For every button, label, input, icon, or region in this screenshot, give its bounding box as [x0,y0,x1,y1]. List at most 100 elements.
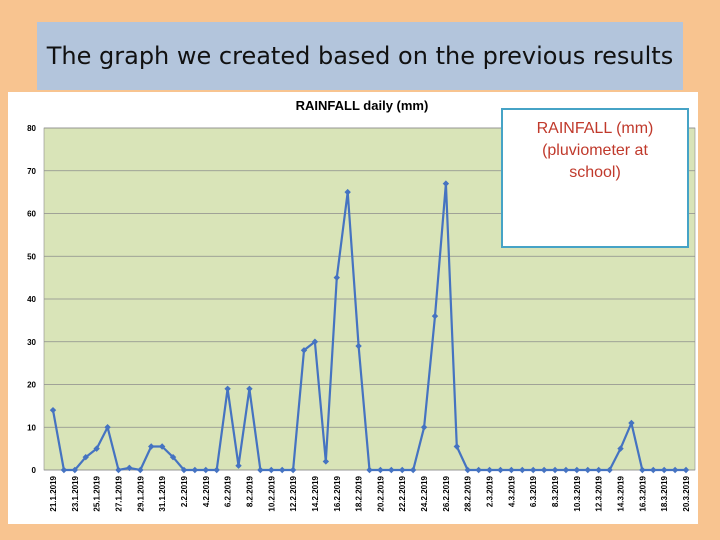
data-point [180,466,188,474]
x-tick-label: 16.3.2019 [638,475,647,511]
data-point [584,466,591,474]
x-tick-label: 21.1.2019 [49,475,58,511]
data-point [169,453,177,461]
chart-title: RAINFALL daily (mm) [296,98,429,113]
data-point [551,466,559,474]
data-point [257,466,264,474]
legend-note-line-3: school) [569,164,621,181]
x-tick-label: 2.3.2019 [486,475,495,507]
data-point [431,312,439,320]
data-point [562,466,570,474]
data-point [409,466,417,474]
data-point [540,466,548,474]
data-point [104,424,111,431]
y-tick-label: 60 [27,210,36,219]
y-tick-label: 10 [27,423,36,432]
data-point [71,466,79,474]
x-tick-label: 4.3.2019 [507,475,516,507]
data-point [453,443,461,450]
data-point [486,466,493,474]
data-point [355,342,362,350]
data-point [420,424,428,431]
data-point [158,443,166,450]
x-tick-label: 10.2.2019 [267,475,276,511]
data-point [278,466,286,474]
data-point [595,466,602,474]
data-point [235,462,242,469]
x-tick-label: 27.1.2019 [114,475,123,511]
x-tick-label: 14.2.2019 [311,475,320,511]
legend-note: RAINFALL (mm) (pluviometer at school) [501,108,689,248]
data-point [617,445,624,452]
data-point [191,466,199,474]
series-layer [49,180,690,474]
x-tick-label: 14.3.2019 [617,475,626,511]
data-point [399,466,406,474]
x-tick-label: 6.3.2019 [529,475,538,507]
data-point [300,347,308,354]
data-point [475,466,482,474]
data-point [606,466,613,474]
title-bar: The graph we created based on the previo… [37,22,683,90]
data-point [93,445,100,452]
y-tick-label: 80 [27,124,36,133]
data-point [202,466,209,474]
x-tick-label: 31.1.2019 [158,475,167,511]
x-tick-label: 22.2.2019 [398,475,407,511]
x-tick-label: 24.2.2019 [420,475,429,511]
x-tick-label: 26.2.2019 [442,475,451,511]
data-point [388,466,395,474]
data-point [530,466,537,474]
x-tick-label: 18.3.2019 [660,475,669,511]
data-point [49,406,57,414]
data-point [682,466,690,474]
data-point [650,466,657,474]
data-point [639,466,646,474]
y-tick-label: 70 [27,167,36,176]
data-point [660,466,668,474]
data-point [322,458,330,465]
legend-note-line-1: RAINFALL (mm) [536,120,654,137]
x-tick-label: 25.1.2019 [93,475,102,511]
x-tick-label: 12.3.2019 [595,475,604,511]
x-tick-label: 4.2.2019 [202,475,211,507]
data-point [671,466,679,474]
y-tick-label: 20 [27,381,36,390]
data-point [268,466,275,474]
data-point [115,466,122,474]
data-point [137,466,144,474]
data-point [224,385,231,392]
data-point [311,338,319,345]
x-tick-label: 6.2.2019 [224,475,233,507]
x-tick-label: 16.2.2019 [333,475,342,511]
data-point [573,466,581,474]
slide-title: The graph we created based on the previo… [46,42,674,70]
data-point [377,466,384,474]
y-axis-ticks: 0 10 20 30 40 50 60 70 80 [27,124,36,475]
x-tick-label: 18.2.2019 [355,475,364,511]
x-tick-label: 12.2.2019 [289,475,298,511]
data-point [82,453,89,461]
data-point [60,466,68,474]
x-tick-label: 10.3.2019 [573,475,582,511]
y-tick-label: 30 [27,338,36,347]
data-point [126,464,133,472]
data-point [246,385,253,392]
data-point [213,466,220,474]
x-tick-label: 20.2.2019 [376,475,385,511]
x-tick-label: 2.2.2019 [180,475,189,507]
x-tick-label: 23.1.2019 [71,475,80,511]
data-point [519,466,526,474]
x-axis-ticks: 21.1.2019 23.1.2019 25.1.2019 27.1.2019 29.1… [49,475,691,511]
gridlines [44,127,695,471]
x-tick-label: 8.2.2019 [245,475,254,507]
data-point [628,419,635,427]
data-point [366,466,373,474]
data-point [464,466,471,474]
data-point [148,443,155,450]
x-tick-label: 29.1.2019 [136,475,145,511]
x-tick-label: 28.2.2019 [464,475,473,511]
x-tick-label: 8.3.2019 [551,475,560,507]
y-tick-label: 50 [27,252,36,261]
data-point [289,466,297,474]
